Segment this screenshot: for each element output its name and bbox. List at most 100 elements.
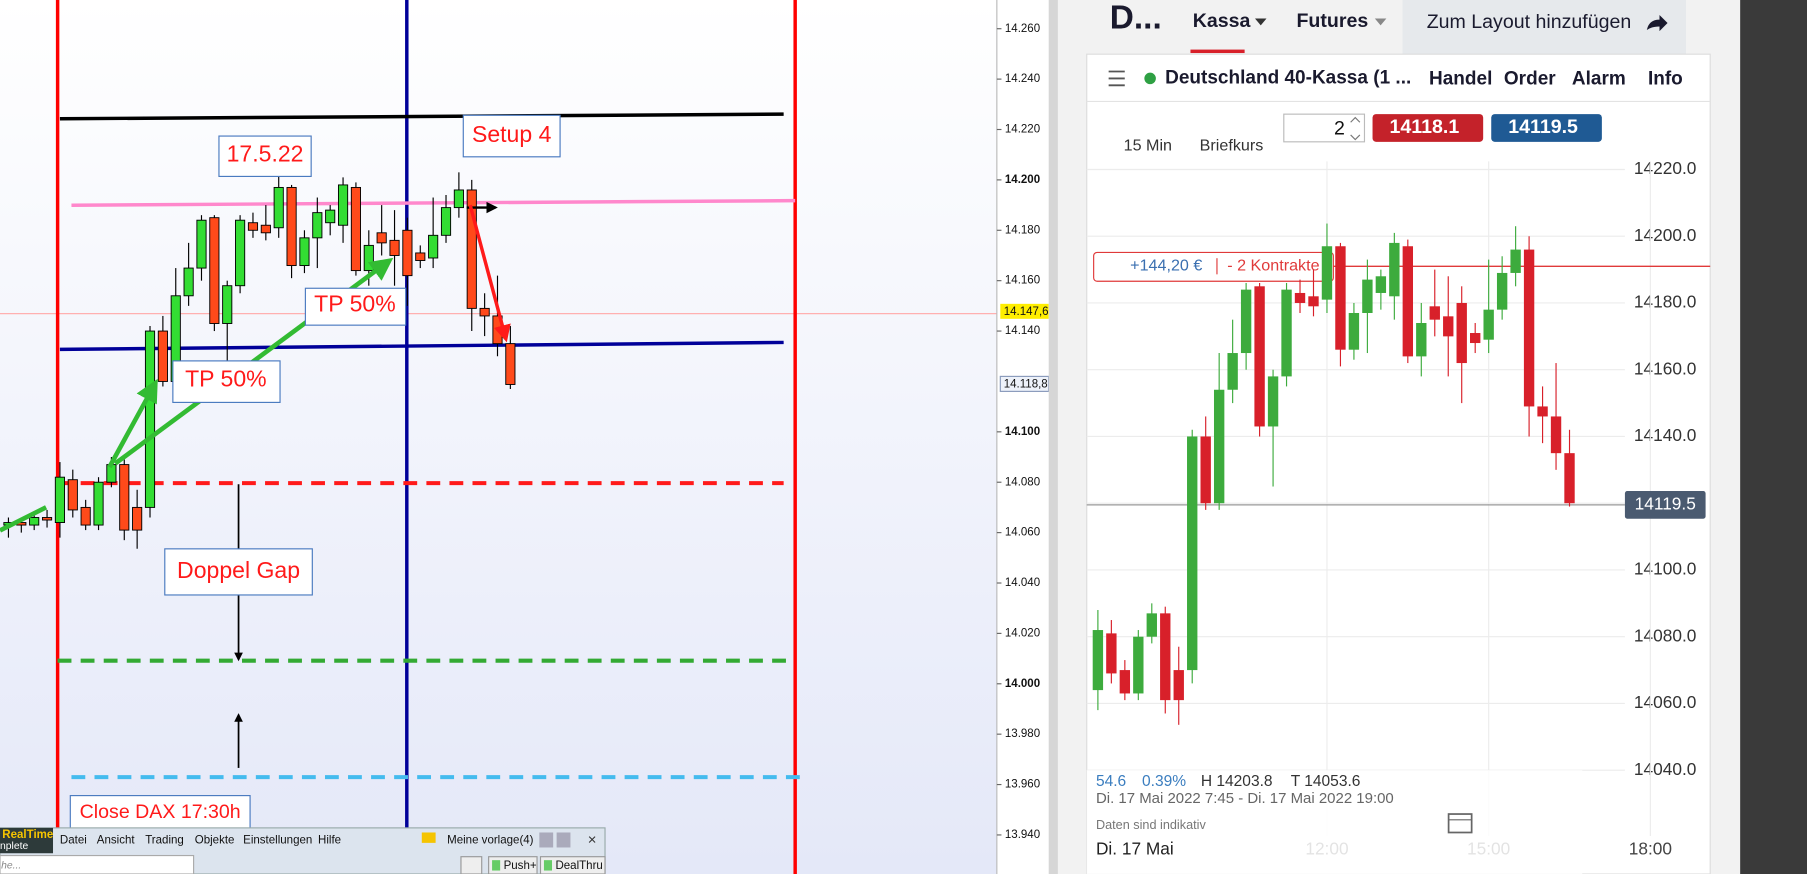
layout-button[interactable] [1402,0,1686,55]
candle-body [132,506,143,531]
candle-body [1443,316,1454,337]
candle-body [337,184,349,226]
candle-body [1240,289,1252,354]
arrow [0,505,48,533]
menu-item[interactable]: Einstellungen [243,835,312,847]
y-tick-label: 14160.0 [1634,358,1696,378]
candle-body [325,209,336,224]
candle-body [479,307,490,317]
low: T 14053.6 [1291,773,1361,790]
y-tick-label: 14100.0 [1634,559,1696,579]
window-button[interactable] [556,832,571,848]
candle-body [1146,613,1157,637]
last-price-label: 14119.5 [1635,493,1696,513]
tool-button[interactable] [488,856,538,874]
candle-body [1335,246,1346,350]
y-tick-label: 14180.0 [1634,292,1696,312]
menu-item[interactable]: Objekte [195,835,235,847]
info-background [1086,770,1583,874]
widget-menu[interactable]: Alarm [1572,69,1626,90]
candle-body [41,517,53,521]
logo [0,827,54,854]
widget-menu[interactable]: Order [1504,69,1556,90]
price-tag-label: 14.118,8 [1004,379,1048,391]
tool-icon [543,860,553,871]
menu-icon[interactable] [1108,70,1125,87]
price-type[interactable]: Briefkurs [1200,137,1264,155]
quantity-input[interactable] [1283,113,1366,143]
candle-body [453,189,464,209]
quantity-value: 2 [1334,117,1345,139]
platform-chart: 17.5.22 Setup 4 TP 50% TP 50% Doppel Gap… [0,0,1058,874]
flag-icon[interactable] [421,832,436,843]
menu-item[interactable]: Ansicht [97,835,136,847]
window-button[interactable] [539,832,554,848]
spinner[interactable] [1350,116,1361,141]
candle-body [260,224,271,234]
annotation: TP 50% [172,360,281,403]
candle-body [1389,242,1400,297]
arrow [468,204,511,343]
y-tick-label: 14.040 [1005,577,1040,589]
y-tick-label: 14.220 [1005,124,1040,136]
candle-body [196,219,207,269]
template-select[interactable]: Meine vorlage(4) [447,835,534,847]
tool-button[interactable] [460,856,483,874]
menu-item[interactable]: Datei [60,835,87,847]
tool-button[interactable] [539,856,606,874]
buy-button[interactable] [1491,114,1602,142]
candle-body [1375,276,1387,293]
widget-menu[interactable]: Handel [1429,69,1492,90]
widget-menu[interactable]: Info [1648,69,1683,90]
annotation: TP 50% [304,287,407,326]
menu-item[interactable]: Trading [145,835,184,847]
candle-body [144,330,156,508]
tab[interactable]: Futures [1296,10,1368,32]
interval[interactable]: 15 Min [1124,137,1172,155]
position-size: - 2 Kontrakte [1227,257,1319,275]
annotation: Setup 4 [462,114,561,158]
y-tick-label: 14200.0 [1634,225,1696,245]
candle-body [1119,670,1131,694]
candle-body [1456,302,1467,364]
candle-body [1362,279,1373,313]
y-tick-label: 14060.0 [1634,692,1696,712]
sell-button[interactable] [1372,114,1484,142]
candle-body [1510,249,1521,273]
candle-body [235,219,246,287]
candle-body [157,330,168,382]
menu-item[interactable]: Hilfe [318,835,341,847]
y-tick-label: 14.020 [1005,627,1040,639]
buy-price: 14119.5 [1508,116,1578,138]
position-box [1093,251,1334,282]
candle-body [505,343,516,385]
calendar-icon[interactable] [1447,813,1473,834]
search-box[interactable] [0,854,195,874]
candle-body [209,217,220,324]
y-tick-label: 14140.0 [1634,425,1696,445]
candle-body [222,285,233,324]
candle-body [1348,312,1360,350]
logo-text: RealTime [2,829,54,841]
candle-body [183,267,194,297]
tab[interactable]: Kassa [1193,10,1252,32]
candle-body [1227,353,1238,390]
annotation: 17.5.22 [218,135,312,177]
y-tick-label: 14.180 [1005,224,1040,236]
platform-toolbar: RealTime nplete Datei Ansicht Trading Ob… [0,827,606,874]
page-title: D... [1110,0,1162,36]
annotation-text: Setup 4 [472,121,552,147]
y-tick-label: 14.240 [1005,73,1040,85]
trend-line [59,112,784,121]
candle-body [1564,453,1575,504]
y-tick-label: 14.140 [1005,325,1040,337]
y-tick-label: 13.980 [1005,728,1040,740]
candle-body [1106,633,1117,674]
candle-body [312,212,323,239]
splitter[interactable] [1048,0,1058,874]
close-button[interactable]: × [588,832,597,849]
annotation-box [462,114,561,158]
web-panel: D... Kassa Futures Zum Layout hinzufügen… [1057,0,1807,874]
y-axis: 14.260 14.240 14.220 14.200 14.180 14.160 14.1… [996,23,1050,841]
